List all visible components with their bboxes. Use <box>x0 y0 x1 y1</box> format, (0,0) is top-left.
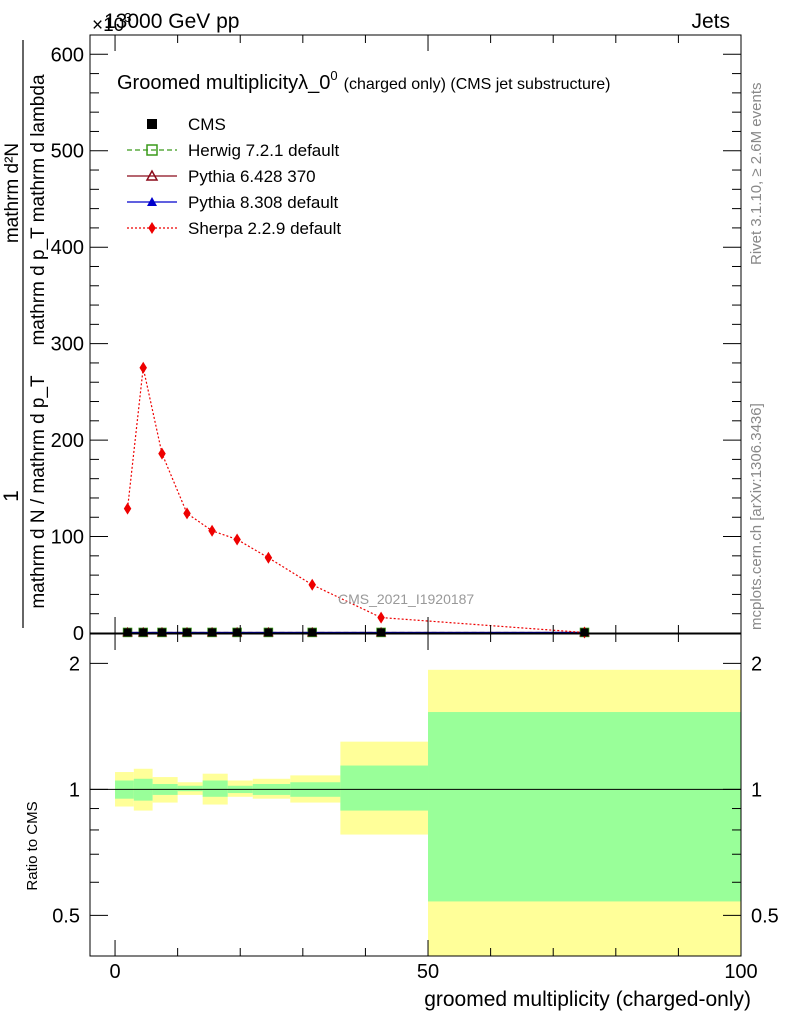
main-y-tick-label: 600 <box>51 44 84 66</box>
ratio-band-green <box>202 780 228 797</box>
x-tick-label: 50 <box>417 961 439 983</box>
legend-label: Herwig 7.2.1 default <box>188 141 339 160</box>
legend-marker <box>146 144 158 156</box>
ratio-band-green <box>428 712 741 902</box>
scale-factor-label: ×103 <box>92 10 131 36</box>
data-point <box>233 628 242 637</box>
legend-label: Sherpa 2.2.9 default <box>188 219 341 238</box>
main-y-tick-label: 0 <box>73 623 84 645</box>
series-pythia-8-308-default <box>123 628 589 636</box>
data-point <box>208 628 217 637</box>
data-point <box>233 533 241 546</box>
ratio-band-green <box>340 765 429 811</box>
ratio-y-tick-label-right: 1 <box>751 779 762 801</box>
data-point <box>123 628 132 637</box>
watermark-label: CMS_2021_I1920187 <box>338 591 474 607</box>
legend-marker <box>145 169 159 181</box>
data-point <box>123 502 132 515</box>
y-label-frac2-numerator: mathrm d²N <box>2 143 23 243</box>
data-point <box>183 507 191 520</box>
data-point <box>157 628 166 637</box>
legend-label: CMS <box>188 115 226 134</box>
data-point <box>377 628 386 637</box>
legend-item: Herwig 7.2.1 default <box>127 141 339 160</box>
series-line <box>126 367 585 634</box>
data-point <box>580 628 589 637</box>
legend-item: CMS <box>147 115 226 134</box>
mcplots-label: mcplots.cern.ch [arXiv:1306.3436] <box>748 403 765 630</box>
data-point <box>139 361 147 374</box>
main-y-tick-label: 100 <box>51 527 84 549</box>
legend-marker <box>147 197 157 206</box>
data-point <box>139 628 148 637</box>
ratio-y-axis-label: Ratio to CMS <box>24 801 41 890</box>
data-point <box>158 447 166 460</box>
main-plot-frame <box>89 34 742 634</box>
data-point <box>264 628 273 637</box>
ratio-plot-frame <box>89 633 742 957</box>
rivet-label: Rivet 3.1.10, ≥ 2.6M events <box>748 83 765 266</box>
y-label-denominator: mathrm d N / mathrm d p_T <box>28 375 49 609</box>
legend-label: Pythia 6.428 370 <box>188 167 316 186</box>
ratio-y-tick-label-right: 2 <box>751 653 762 675</box>
main-y-axis-label: 1 mathrm d N / mathrm d p_T mathrm d²N m… <box>0 40 49 628</box>
main-y-tick-label: 200 <box>51 430 84 452</box>
main-plot-title: Groomed multiplicityλ_00(charged only) (… <box>117 68 610 94</box>
legend-marker <box>148 222 156 234</box>
main-plot-panel: 0 100 200 300 400 500 600 Groomed multiplicity… <box>0 34 742 645</box>
data-point <box>183 628 192 637</box>
x-axis-label: groomed multiplicity (charged-only) <box>424 988 751 1011</box>
data-point <box>308 578 316 591</box>
main-y-tick-label: 400 <box>51 237 84 259</box>
series-cms <box>123 628 589 637</box>
main-y-tick-label: 300 <box>51 334 84 356</box>
legend-item: Pythia 6.428 370 <box>127 167 316 186</box>
ratio-y-tick-label: 1 <box>69 779 80 801</box>
legend-marker <box>147 119 157 129</box>
data-point <box>208 524 216 537</box>
legend: CMS Herwig 7.2.1 default Pythia 6.428 370 P… <box>127 115 341 238</box>
main-y-tick-label: 500 <box>51 141 84 163</box>
series-sherpa-2-2-9-default <box>123 361 589 639</box>
data-point <box>308 628 317 637</box>
x-tick-label: 100 <box>724 961 757 983</box>
ratio-plot-panel: 0.5 0.5 1 1 2 2 Ratio to CMS <box>24 633 779 957</box>
ratio-y-tick-label: 2 <box>69 653 80 675</box>
ratio-y-tick-label-right: 0.5 <box>751 905 779 927</box>
category-label: Jets <box>691 10 730 33</box>
y-label-numerator: 1 <box>0 490 23 502</box>
legend-label: Pythia 8.308 default <box>188 193 339 212</box>
legend-item: Pythia 8.308 default <box>127 193 339 212</box>
legend-item: Sherpa 2.2.9 default <box>127 219 341 238</box>
data-point <box>264 551 273 564</box>
ratio-y-tick-label: 0.5 <box>52 905 80 927</box>
energy-label: 13000 GeV pp <box>104 10 239 33</box>
x-tick-label: 0 <box>109 961 120 983</box>
data-point <box>377 611 385 624</box>
ratio-band-green <box>177 785 203 792</box>
y-label-frac2-denominator: mathrm d p_T mathrm d lambda <box>28 74 49 345</box>
